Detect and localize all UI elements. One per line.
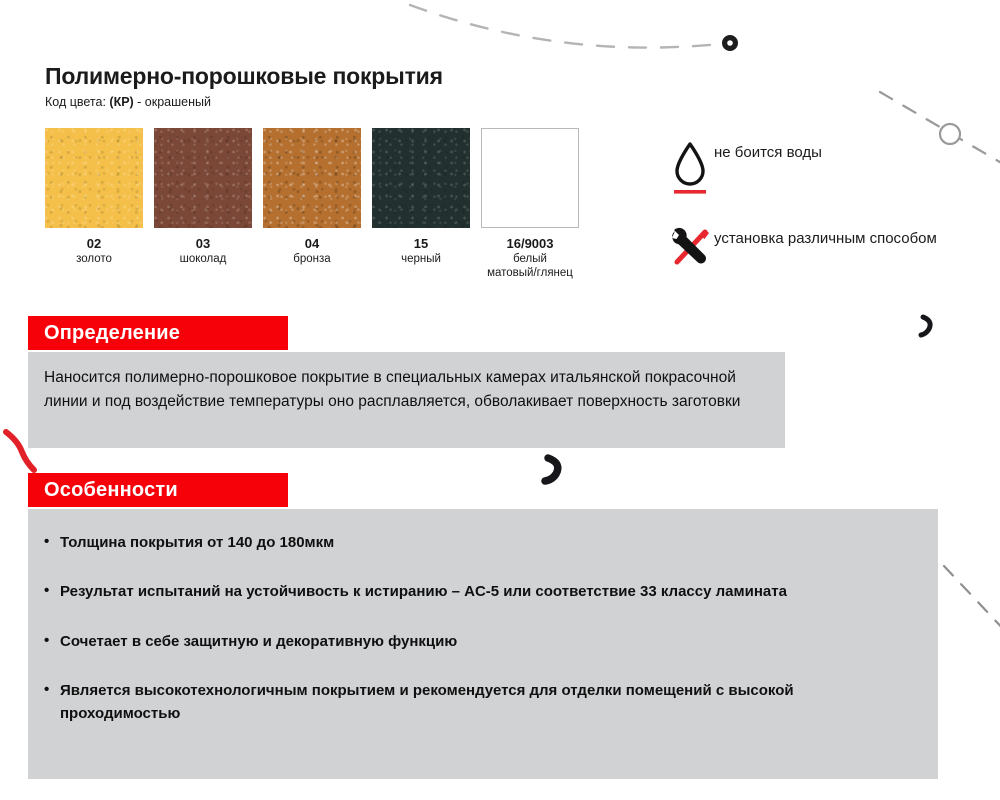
comma-mark-right [918,314,933,338]
swatch-code: 15 [413,236,429,251]
swatch-item-15[interactable]: 15 черный [372,128,470,280]
list-item: Результат испытаний на устойчивость к ис… [44,579,918,603]
swatch-code: 04 [304,236,320,251]
swatch-code: 02 [86,236,102,251]
header: Полимерно-порошковые покрытия Код цвета:… [45,63,443,110]
characteristics-panel: Толщина покрытия от 140 до 180мкм Резуль… [28,509,938,779]
subtitle-prefix: Код цвета: [45,95,110,110]
swatch-item-16-9003[interactable]: 16/9003 белый матовый/глянец [481,128,579,280]
swatch-chip-bronze[interactable] [263,128,361,228]
swatch-texture [263,128,361,228]
feature-list: не боится воды установка различным спосо… [666,138,937,292]
swatch-chip-white[interactable] [481,128,579,228]
swatch-chip-black[interactable] [372,128,470,228]
feature-label: установка различным способом [714,230,937,247]
characteristics-list: Толщина покрытия от 140 до 180мкм Резуль… [44,530,918,726]
swatch-item-02[interactable]: 02 золото [45,128,143,280]
comma-mark-center [541,454,562,485]
swatch-name: белый [513,252,547,265]
swatch-name: бронза [293,252,331,265]
dot-marker-top [722,35,738,51]
swatch-name: черный [401,252,441,265]
swatch-texture [372,128,470,228]
swatch-chip-gold[interactable] [45,128,143,228]
feature-item-installation: установка различным способом [666,224,937,270]
subtitle-suffix: - окрашеный [133,95,211,110]
dashed-line-bottom-right [942,564,1000,628]
feature-item-water: не боится воды [666,138,937,202]
swatch-name: золото [76,252,112,265]
page-title: Полимерно-порошковые покрытия [45,63,443,89]
swatch-texture [45,128,143,228]
definition-body: Наносится полимерно-порошковое покрытие … [44,369,741,411]
swatch-code: 03 [195,236,211,251]
list-item: Толщина покрытия от 140 до 180мкм [44,530,918,554]
swatch-code: 16/9003 [506,236,554,251]
swatch-item-04[interactable]: 04 бронза [263,128,361,280]
swatch-name: шоколад [179,252,227,265]
list-item: Сочетает в себе защитную и декоративную … [44,628,918,653]
swatch-texture [154,128,252,228]
swatch-name-secondary: матовый/глянец [487,267,573,280]
feature-label: не боится воды [714,144,822,161]
color-swatch-row: 02 золото 03 шоколад 04 бронза 15 черный [45,128,579,280]
dashed-line-top [408,3,722,49]
wrench-screwdriver-icon [666,224,714,270]
section-banner-definition: Определение [28,316,288,350]
subtitle-code: (КР) [109,95,134,110]
water-drop-icon [666,138,714,202]
definition-panel: Наносится полимерно-порошковое покрытие … [28,352,785,448]
swatch-item-03[interactable]: 03 шоколад [154,128,252,280]
ring-marker-right [938,122,962,146]
color-code-subtitle: Код цвета: (КР) - окрашеный [45,95,443,110]
swatch-chip-chocolate[interactable] [154,128,252,228]
list-item: Является высокотехнологичным покрытием и… [44,678,918,726]
section-banner-characteristics: Особенности [28,473,288,507]
